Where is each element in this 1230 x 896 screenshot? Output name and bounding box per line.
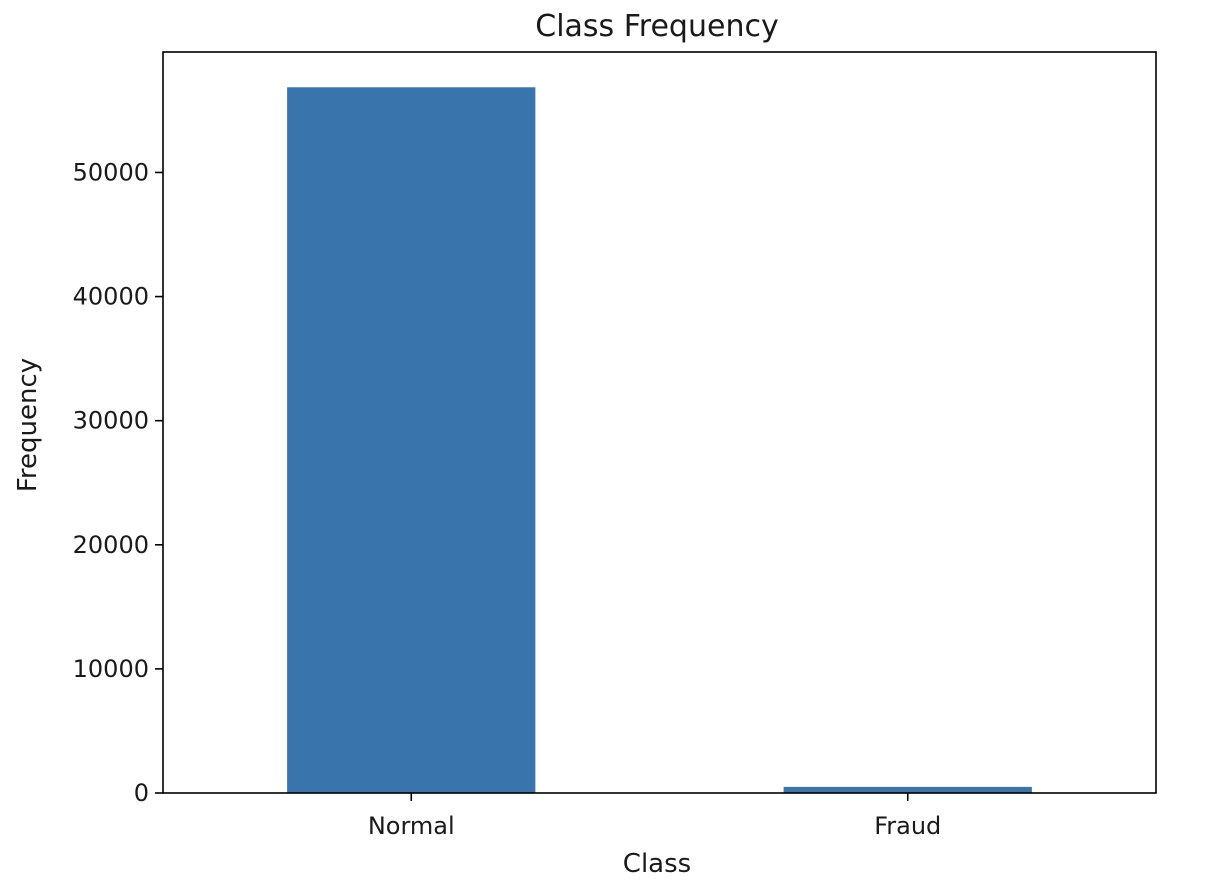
y-axis: 0 10000 20000 30000 40000 50000 <box>73 158 163 807</box>
chart-title: Class Frequency <box>535 9 778 44</box>
y-tick-label: 10000 <box>73 655 149 683</box>
bar-normal <box>287 87 536 794</box>
x-tick-label: Fraud <box>874 812 941 840</box>
y-tick-label: 30000 <box>73 407 149 435</box>
y-tick-label: 0 <box>134 779 149 807</box>
bar-fraud <box>783 786 1032 793</box>
y-tick-label: 50000 <box>73 158 149 186</box>
x-axis: Normal Fraud <box>368 793 941 840</box>
x-tick-label: Normal <box>368 812 455 840</box>
plot-frame <box>162 51 1157 794</box>
y-tick-label: 40000 <box>73 283 149 311</box>
y-axis-label: Frequency <box>13 358 43 492</box>
x-axis-label: Class <box>623 849 691 879</box>
y-tick-label: 20000 <box>73 531 149 559</box>
bars-layer <box>287 87 1032 794</box>
